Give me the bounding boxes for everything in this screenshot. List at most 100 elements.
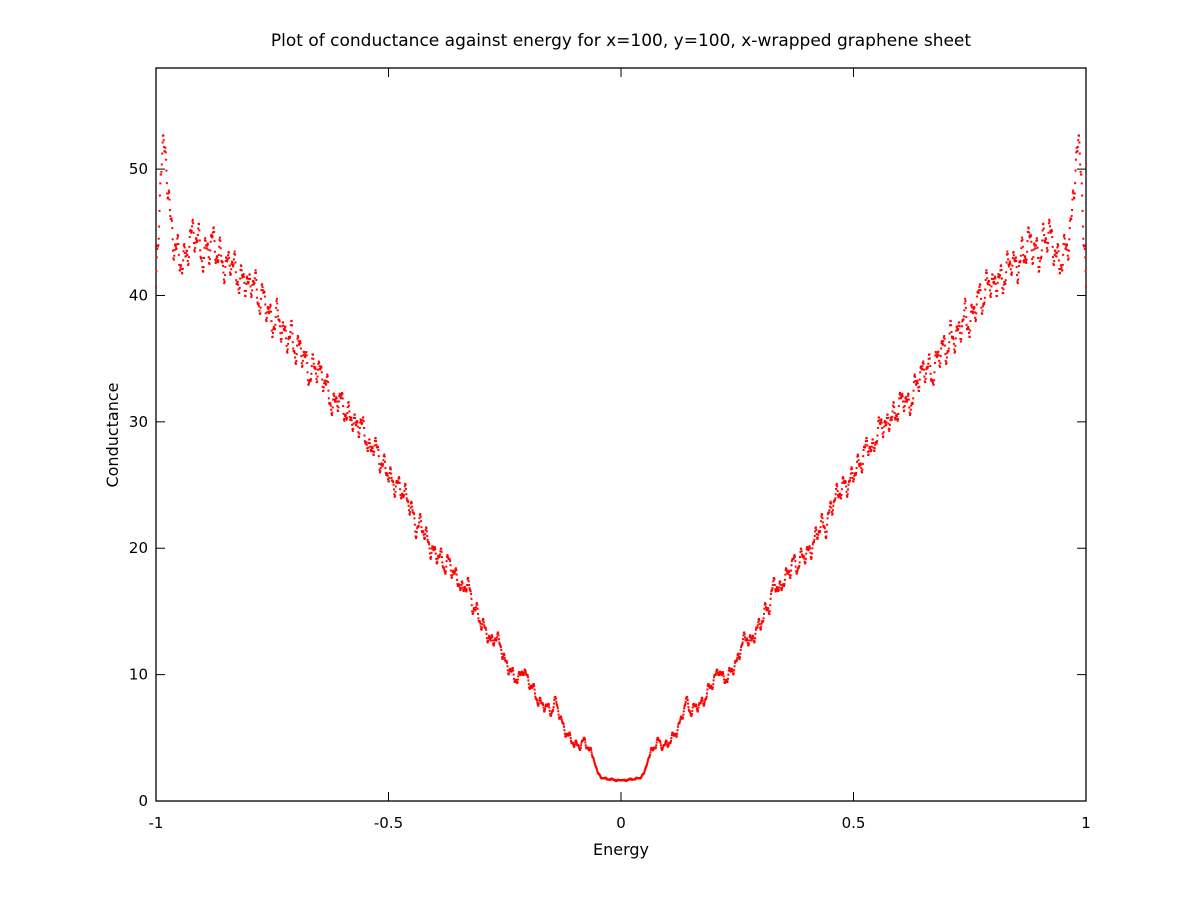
data-point	[557, 710, 560, 713]
data-point	[1079, 163, 1082, 166]
data-point	[760, 622, 763, 625]
data-point	[500, 648, 503, 651]
data-point	[511, 668, 514, 671]
data-point	[990, 292, 993, 295]
data-point	[429, 557, 432, 560]
data-point	[524, 669, 527, 672]
data-point	[948, 332, 951, 335]
data-point	[259, 312, 262, 315]
data-point	[788, 573, 791, 576]
data-point	[229, 271, 232, 274]
data-point	[1050, 228, 1053, 231]
data-point	[927, 362, 930, 365]
data-point	[427, 541, 430, 544]
data-point	[950, 324, 953, 327]
data-point	[1054, 249, 1057, 252]
data-point	[1023, 261, 1025, 264]
data-point	[853, 474, 856, 477]
data-point	[1006, 252, 1009, 255]
data-point	[559, 715, 562, 718]
data-point	[404, 487, 407, 490]
data-point	[986, 283, 989, 286]
data-point	[1012, 254, 1015, 257]
data-point	[406, 499, 409, 502]
data-point	[1083, 245, 1086, 248]
data-point	[461, 580, 464, 583]
data-point	[746, 639, 749, 642]
data-point	[212, 226, 215, 229]
data-point	[983, 301, 986, 304]
data-point	[1084, 270, 1087, 273]
data-point	[481, 623, 484, 626]
data-point	[860, 467, 863, 470]
data-point	[503, 656, 506, 659]
data-point	[697, 706, 700, 709]
data-point	[236, 280, 239, 283]
data-point	[243, 281, 246, 284]
data-point	[980, 306, 983, 309]
data-point	[228, 264, 231, 267]
data-point	[577, 744, 580, 747]
data-point	[769, 597, 772, 600]
data-point	[764, 602, 767, 605]
data-point	[887, 422, 890, 425]
data-point	[468, 584, 471, 586]
data-point	[1001, 286, 1004, 289]
data-point	[562, 723, 565, 726]
data-point	[920, 366, 923, 369]
data-point	[1058, 267, 1061, 270]
data-point	[284, 325, 287, 328]
data-point	[874, 441, 877, 444]
data-point	[1068, 238, 1071, 241]
data-point	[1050, 230, 1053, 233]
data-point	[895, 413, 898, 416]
data-point	[715, 670, 718, 673]
data-point	[944, 353, 947, 356]
y-tick-label: 30	[129, 413, 148, 431]
data-point	[396, 480, 399, 483]
data-point	[174, 243, 177, 246]
data-point	[290, 319, 293, 322]
data-point	[960, 338, 963, 341]
data-point	[448, 558, 451, 561]
data-point	[764, 603, 767, 606]
data-point	[952, 335, 955, 338]
data-point	[726, 677, 729, 680]
data-point	[740, 646, 743, 649]
data-point	[281, 325, 284, 328]
data-point	[331, 411, 334, 414]
data-point	[370, 449, 373, 452]
data-point	[760, 625, 763, 628]
data-point	[164, 146, 167, 149]
data-point	[1081, 194, 1084, 197]
data-point	[776, 587, 779, 590]
data-point	[269, 303, 272, 306]
data-point	[378, 462, 381, 465]
data-point	[981, 312, 984, 315]
data-point	[211, 231, 214, 234]
data-point	[291, 332, 294, 335]
data-point	[1063, 233, 1066, 236]
data-point	[182, 250, 185, 253]
data-point	[552, 702, 555, 705]
data-point	[319, 368, 322, 371]
data-point	[177, 253, 180, 256]
data-point	[428, 552, 431, 555]
data-point	[1084, 256, 1087, 259]
data-point	[893, 406, 896, 409]
data-point	[843, 481, 846, 484]
data-point	[289, 324, 292, 327]
data-point	[895, 415, 898, 418]
data-point	[343, 419, 346, 422]
data-point	[844, 479, 847, 482]
data-point	[795, 570, 798, 573]
data-point	[381, 465, 384, 468]
data-point	[1066, 244, 1069, 247]
data-point	[1033, 242, 1036, 245]
data-point	[937, 354, 940, 357]
data-point	[893, 411, 896, 414]
data-point	[1035, 237, 1038, 240]
data-point	[558, 716, 560, 719]
data-point	[417, 525, 420, 528]
data-point	[783, 583, 786, 586]
